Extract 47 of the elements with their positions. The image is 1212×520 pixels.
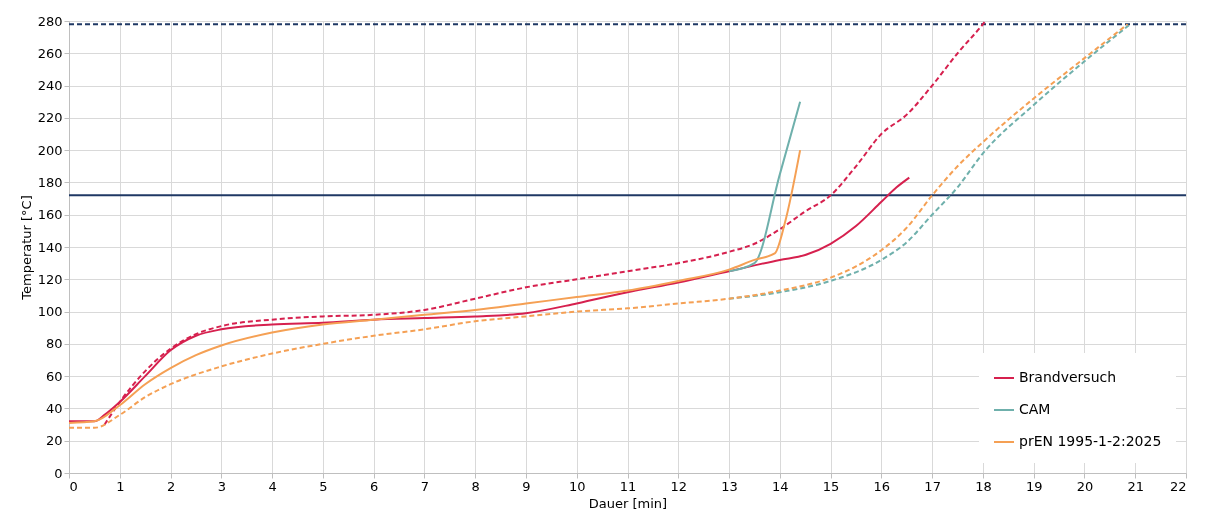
- line-series: [68, 23, 1129, 429]
- y-tick-label: 120: [37, 271, 63, 287]
- y-tick-label: 280: [37, 13, 63, 29]
- x-tick-label: 6: [370, 478, 379, 494]
- line-series: [728, 100, 802, 273]
- y-tick-label: 260: [37, 45, 63, 61]
- x-tick-label: 21: [1127, 478, 1144, 494]
- y-tick-label: 80: [45, 336, 63, 352]
- x-tick-label: 9: [522, 478, 531, 494]
- y-tick-label: 60: [45, 368, 63, 384]
- x-tick-label: 2: [166, 478, 176, 494]
- x-tick-label: 5: [319, 478, 328, 494]
- x-tick-label: 17: [924, 478, 941, 494]
- x-tick-label: 1: [116, 478, 125, 494]
- x-tick-label: 11: [619, 478, 637, 494]
- y-tick-label: 200: [37, 142, 63, 158]
- x-tick-label: 19: [1025, 478, 1043, 494]
- x-tick-label: 8: [471, 478, 480, 494]
- x-tick-label: 13: [721, 478, 738, 494]
- line-series: [68, 149, 802, 424]
- x-tick-label: 22: [1169, 478, 1187, 494]
- x-tick-label: 16: [873, 478, 891, 494]
- legend-label: CAM: [1019, 401, 1051, 417]
- y-tick-label: 20: [45, 433, 63, 449]
- x-tick-label: 7: [420, 478, 430, 494]
- y-tick-label: 100: [37, 304, 63, 320]
- x-tick-label: 4: [268, 478, 277, 494]
- y-tick-label: 180: [37, 174, 63, 190]
- x-tick-label: 18: [975, 478, 992, 494]
- line-series: [728, 23, 1132, 300]
- x-tick-label: 15: [822, 478, 840, 494]
- x-tick-label: 0: [69, 478, 78, 494]
- x-tick-label: 3: [217, 478, 226, 494]
- x-tick-label: 20: [1076, 478, 1094, 494]
- y-tick-label: 160: [37, 207, 63, 223]
- y-tick-label: 40: [45, 400, 63, 416]
- legend-label: prEN 1995-1-2:2025: [1019, 433, 1162, 449]
- x-tick-label: 14: [772, 478, 789, 494]
- y-tick-label: 140: [37, 239, 63, 255]
- y-tick-label: 240: [37, 78, 63, 94]
- legend-label: Brandversuch: [1019, 369, 1117, 385]
- x-tick-label: 12: [670, 478, 688, 494]
- x-axis-title: Dauer [min]: [588, 495, 668, 511]
- x-tick-label: 10: [568, 478, 586, 494]
- y-tick-label: 0: [54, 465, 63, 481]
- y-tick-label: 220: [37, 110, 63, 126]
- y-axis-title: Temperatur [°C]: [18, 195, 34, 301]
